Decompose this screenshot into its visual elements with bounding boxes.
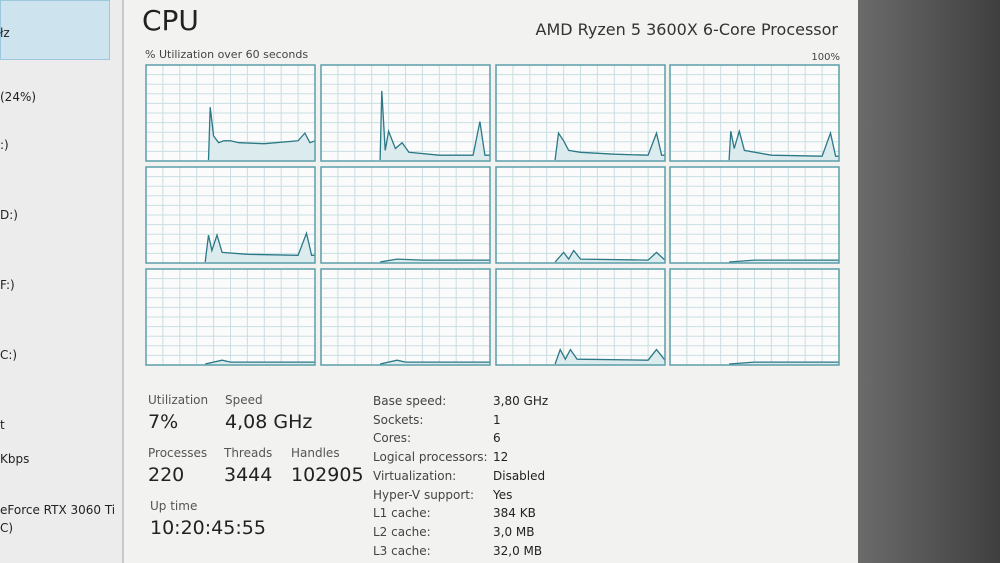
sidebar-item[interactable]: D:) (0, 208, 18, 222)
stat-value: 102905 (291, 464, 364, 486)
spec-value: 6 (493, 431, 501, 446)
stat-label: Utilization (148, 393, 209, 407)
graph-area (208, 107, 315, 161)
graph-border (145, 166, 316, 264)
sidebar-item[interactable]: łz (0, 26, 10, 40)
graph-area (729, 131, 839, 161)
graph-max: 100% (811, 52, 840, 63)
sidebar-item[interactable]: t (0, 418, 5, 432)
spec-label: L2 cache: (373, 524, 431, 539)
graph-border (145, 268, 316, 366)
stat-label: Handles (291, 446, 340, 460)
background (858, 0, 1000, 563)
graph-trace (729, 361, 839, 365)
spec-value: 1 (493, 412, 501, 427)
spec-value: Disabled (493, 468, 546, 483)
graph-trace (204, 230, 315, 263)
graph-border (145, 64, 316, 162)
graph-border (669, 166, 840, 264)
graph-border (495, 166, 666, 264)
graph-trace (554, 347, 666, 365)
graph-trace (728, 128, 839, 161)
sidebar-item[interactable]: :) (0, 138, 9, 152)
graph-area (555, 250, 665, 263)
title: CPU (142, 4, 199, 37)
graph-area (380, 90, 490, 161)
graph-trace (554, 130, 665, 161)
spec-value: 32,0 MB (493, 543, 543, 558)
spec-label: Sockets: (373, 412, 424, 427)
sidebar-item[interactable]: F:) (0, 278, 15, 292)
spec-value: 384 KB (493, 506, 536, 521)
stat-label: Threads (224, 446, 273, 460)
graph-border (669, 64, 840, 162)
spec-label: L3 cache: (373, 543, 431, 558)
graph-border (320, 64, 491, 162)
sidebar-item[interactable]: (24%) (0, 90, 37, 104)
spec-value: 12 (493, 450, 509, 465)
graph-border (320, 268, 491, 366)
stat-value: 7% (148, 411, 179, 433)
stat-value: 3444 (224, 464, 273, 486)
graph-border (495, 268, 666, 366)
stat-value: 4,08 GHz (225, 411, 313, 433)
sidebar-item[interactable]: eForce RTX 3060 Ti (0, 503, 116, 517)
processor-name: AMD Ryzen 5 3600X 6-Core Processor (535, 20, 839, 39)
graph-trace (379, 359, 490, 365)
graph-trace (205, 359, 315, 365)
spec-label: Base speed: (373, 394, 447, 408)
spec-label: Logical processors: (373, 450, 488, 465)
selected-item[interactable] (0, 0, 110, 60)
sidebar-item[interactable]: C:) (0, 348, 18, 362)
stat-label: Speed (225, 393, 263, 407)
spec-value: Yes (493, 487, 513, 502)
graph-border (669, 268, 840, 366)
graph-area (555, 133, 665, 161)
sidebar-item[interactable]: Kbps (0, 452, 30, 466)
stat-value: 10:20:45:55 (150, 517, 266, 539)
spec-label: Hyper-V support: (373, 487, 475, 502)
spec-value: 3,80 GHz (493, 394, 549, 408)
stat-label: Up time (150, 499, 198, 513)
graph-trace (379, 258, 490, 263)
sidebar: łz (24%):) D:) F:) C:) t Kbps eForce RTX 3060 T… (0, 0, 124, 563)
spec-label: L1 cache: (373, 506, 431, 521)
spec-value: 3,0 MB (493, 524, 535, 539)
spec-label: Virtualization: (373, 468, 457, 483)
stat-value: 220 (148, 464, 185, 486)
graph-trace (729, 259, 839, 263)
graph-trace (554, 249, 666, 263)
graph-area (555, 349, 665, 365)
graph-border (320, 166, 491, 264)
spec-label: Cores: (373, 431, 412, 446)
graph-trace (379, 90, 490, 161)
graph-border (495, 64, 666, 162)
graph-trace (207, 107, 316, 161)
graph-caption: % Utilization over 60 seconds (145, 48, 309, 61)
stat-label: Processes (148, 446, 208, 460)
sidebar-item[interactable]: C) (0, 521, 14, 535)
